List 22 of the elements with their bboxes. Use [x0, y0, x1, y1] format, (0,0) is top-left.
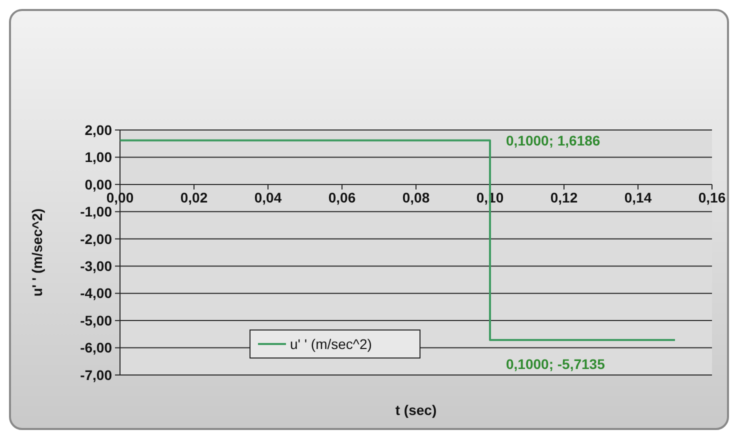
y-tick-label: -7,00: [80, 366, 112, 383]
y-tick-label: -3,00: [80, 258, 112, 274]
y-tick-label: 0,00: [84, 176, 112, 192]
x-axis-title: t (sec): [395, 402, 437, 418]
y-tick-label: -2,00: [80, 230, 112, 247]
y-axis-title: u' ' (m/sec^2): [29, 208, 45, 296]
annotation: 0,1000; 1,6186: [506, 132, 600, 148]
annotation: 0,1000; -5,7135: [506, 356, 606, 372]
y-tick-label: 1,00: [84, 149, 112, 166]
x-tick-label: 0,12: [550, 189, 578, 206]
x-tick-label: 0,02: [180, 189, 208, 206]
x-tick-label: 0,06: [328, 189, 356, 206]
x-tick-label: 0,14: [624, 189, 652, 206]
y-tick-label: -6,00: [80, 340, 112, 356]
y-tick-label: -4,00: [80, 285, 112, 302]
x-tick-label: 0,16: [698, 189, 726, 206]
y-tick-label: -1,00: [80, 204, 112, 220]
x-tick-label: 0,08: [402, 189, 430, 206]
legend-label: u' ' (m/sec^2): [290, 336, 372, 352]
y-tick-label: -5,00: [80, 312, 112, 328]
x-tick-label: 0,04: [254, 189, 282, 206]
y-tick-label: 2,00: [84, 122, 112, 138]
